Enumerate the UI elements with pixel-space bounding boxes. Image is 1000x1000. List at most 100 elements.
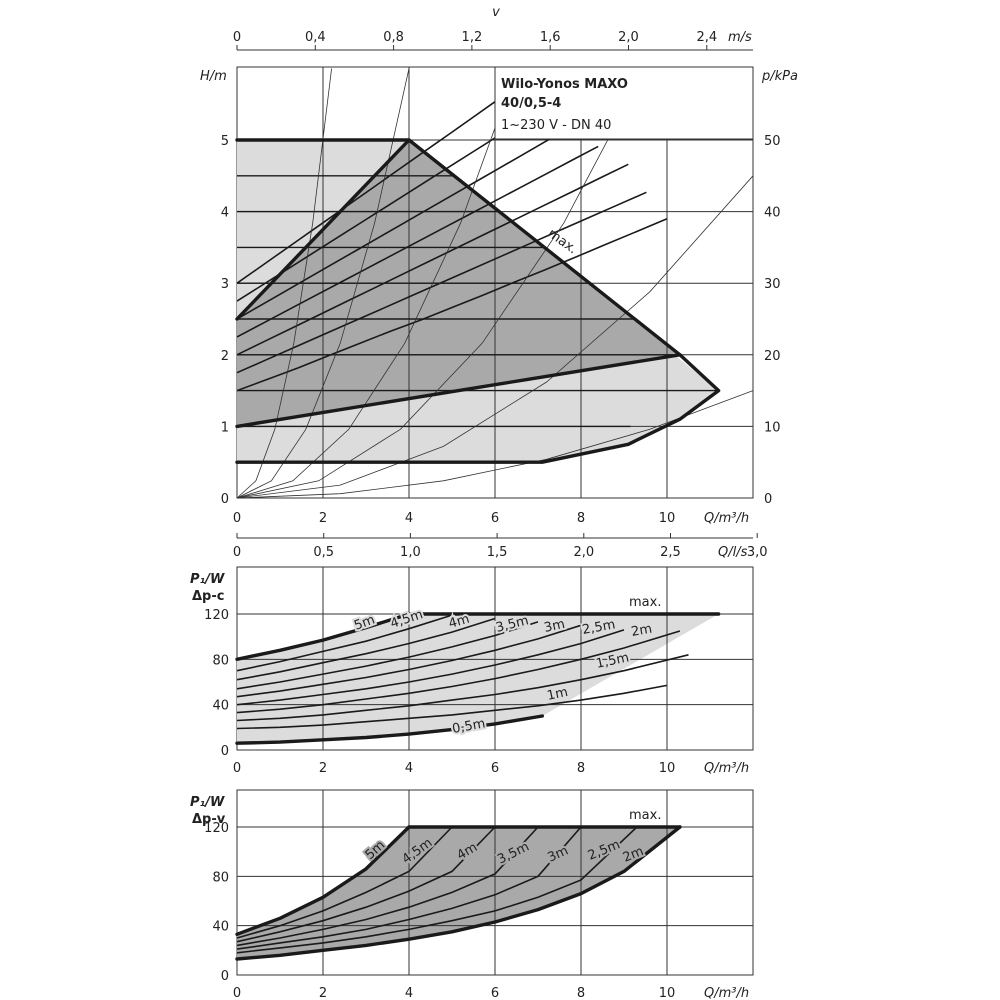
- head-system-curve-0: [236, 68, 332, 499]
- power-dpv-y-label: P₁/W: [190, 795, 225, 810]
- v-tick-1: 0,4: [305, 30, 326, 45]
- head-dpv-line-5: [236, 109, 539, 302]
- title-line-1: Wilo-Yonos MAXO: [501, 77, 628, 92]
- power-dpc-series-8: [236, 684, 668, 730]
- power-dpc-x-tick-2: 4: [405, 761, 413, 776]
- head-x-tick-3: 6: [491, 511, 499, 526]
- power-dpc-series-7: [236, 654, 689, 722]
- power-dpc-series-1: [236, 614, 453, 672]
- v-tick-2: 0,8: [383, 30, 404, 45]
- v-tick-6: 2,4: [696, 30, 717, 45]
- power-dpc-y-label: P₁/W: [190, 572, 225, 587]
- power-dpc-series-4: [236, 624, 582, 698]
- head-y2-label: p/kPa: [761, 69, 798, 84]
- head-y2-tick-0: 0: [764, 492, 772, 507]
- power-dpc-y-label-2: Δp-c: [192, 589, 224, 604]
- head-x-label: Q/m³/h: [704, 511, 749, 526]
- head-y-tick-0: 0: [221, 492, 229, 507]
- power-dpv-x-tick-0: 0: [233, 986, 241, 1000]
- ls-tick-4: 2,0: [573, 545, 594, 560]
- head-system-curve-4: [236, 175, 754, 499]
- power-dpv-x-tick-2: 4: [405, 986, 413, 1000]
- head-y-tick-5: 5: [221, 134, 229, 149]
- power-dpc-curve-label-6: 2m: [630, 622, 653, 640]
- v-axis-label: v: [492, 5, 500, 20]
- ls-tick-0: 0: [233, 545, 241, 560]
- ls-axis-label: Q/l/s: [718, 545, 748, 560]
- power-dpv-y-label-2: Δp-v: [192, 812, 226, 827]
- power-dpc-x-tick-5: 10: [659, 761, 676, 776]
- power-dpv-y-tick-0: 0: [221, 969, 229, 984]
- power-dpv-y-tick-2: 80: [212, 870, 229, 885]
- head-dpv-line-4: [236, 127, 569, 320]
- title-box: [494, 66, 754, 140]
- power-dpc-series-2: [236, 617, 496, 681]
- head-x-tick-2: 4: [405, 511, 413, 526]
- power-dpv-y-tick-3: 120: [204, 821, 229, 836]
- head-dpv-line-1: [236, 191, 647, 374]
- ls-tick-2: 1,0: [400, 545, 421, 560]
- power-dpc-x-label: Q/m³/h: [704, 761, 749, 776]
- title-line-2: 40/0,5-4: [501, 96, 561, 111]
- power-dpc-series-3: [236, 621, 539, 690]
- power-dpc-x-tick-4: 8: [577, 761, 585, 776]
- power-dpv-y-tick-1: 40: [212, 920, 229, 935]
- v-tick-3: 1,2: [462, 30, 483, 45]
- power-dpc-series-5: [236, 629, 625, 706]
- power-dpc-series-9: [235, 714, 544, 745]
- power-dpv-x-tick-3: 6: [491, 986, 499, 1000]
- head-system-curve-1: [236, 68, 410, 499]
- head-y2-tick-3: 30: [764, 277, 781, 292]
- power-dpc-series-6: [236, 630, 681, 714]
- power-dpc-curve-label-4: 3m: [543, 617, 567, 636]
- head-y2-tick-2: 20: [764, 349, 781, 364]
- head-y-tick-2: 2: [221, 349, 229, 364]
- v-tick-4: 1,6: [540, 30, 561, 45]
- power-dpv-series-0: [235, 825, 411, 936]
- v-tick-5: 2,0: [618, 30, 639, 45]
- power-dpc-x-tick-0: 0: [233, 761, 241, 776]
- v-tick-0: 0: [233, 30, 241, 45]
- power-dpc-max-label: max.: [629, 595, 661, 610]
- head-dpv-line-3: [236, 145, 599, 338]
- power-dpc-y-tick-2: 80: [212, 653, 229, 668]
- head-y2-tick-1: 10: [764, 420, 781, 435]
- head-y-label: H/m: [200, 69, 227, 84]
- power-dpc-y-tick-1: 40: [212, 699, 229, 714]
- power-dpc-series-0: [235, 612, 411, 661]
- head-system-curve-2: [236, 68, 517, 499]
- power-dpc-x-tick-1: 2: [319, 761, 327, 776]
- power-dpv-x-tick-4: 8: [577, 986, 585, 1000]
- head-x-tick-4: 8: [577, 511, 585, 526]
- head-dpv-line-6: [236, 92, 509, 284]
- power-dpv-x-label: Q/m³/h: [704, 986, 749, 1000]
- title-line-3: 1~230 V - DN 40: [501, 118, 611, 133]
- power-dpv-series-4: [236, 826, 582, 950]
- power-dpv-x-tick-5: 10: [659, 986, 676, 1000]
- head-x-tick-0: 0: [233, 511, 241, 526]
- power-dpc-curve-label-8: 1m: [546, 685, 570, 704]
- power-dpv-series-1: [236, 826, 453, 939]
- head-y2-tick-4: 40: [764, 206, 781, 221]
- power-dpc-y-tick-3: 120: [204, 608, 229, 623]
- power-dpv-series-5: [236, 826, 638, 954]
- head-dpv-line-2: [236, 163, 629, 356]
- head-y2-tick-5: 50: [764, 134, 781, 149]
- head-system-curve-5: [236, 390, 754, 499]
- power-dpv-max-label: max.: [629, 808, 661, 823]
- v-axis-unit: m/s: [728, 30, 752, 45]
- power-dpc-x-tick-3: 6: [491, 761, 499, 776]
- ls-tick-6: 3,0: [747, 545, 768, 560]
- head-left-limit: [235, 138, 411, 321]
- head-y-tick-4: 4: [221, 206, 229, 221]
- power-dpv-x-tick-1: 2: [319, 986, 327, 1000]
- head-dpv-line-0: [236, 218, 668, 392]
- power-dpv-series-6: [235, 825, 682, 961]
- head-min-curve: [235, 353, 721, 464]
- power-dpv-series-2: [236, 826, 496, 943]
- ls-tick-1: 0,5: [313, 545, 334, 560]
- head-y-tick-3: 3: [221, 277, 229, 292]
- ls-tick-5: 2,5: [660, 545, 681, 560]
- head-system-curve-3: [236, 68, 646, 499]
